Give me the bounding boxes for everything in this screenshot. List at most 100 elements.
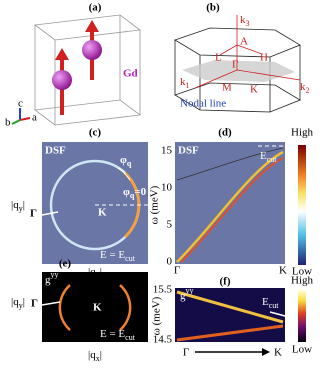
- label: K: [93, 302, 102, 314]
- label-part: g: [180, 290, 186, 302]
- label-part: E = E: [100, 249, 125, 261]
- label-part: yy: [186, 286, 194, 295]
- label-part: |: [100, 349, 102, 361]
- label-part: x: [96, 271, 100, 280]
- y-tick-label: 10: [161, 182, 173, 194]
- brillouin-zone: [174, 15, 301, 113]
- label: M: [222, 82, 232, 94]
- label-part: k: [240, 14, 246, 26]
- g-ring: [58, 284, 71, 331]
- label: b: [5, 117, 11, 129]
- label: |qy|: [11, 199, 25, 214]
- cut-arrow: [269, 311, 301, 321]
- label: Gd: [123, 68, 138, 80]
- label: gyy: [180, 286, 194, 301]
- panel-label: (d): [218, 127, 232, 139]
- label: E = Ecut: [100, 328, 136, 343]
- band: [176, 324, 284, 342]
- label: A: [240, 36, 248, 48]
- label-part: q: [130, 191, 135, 200]
- label-part: E = E: [100, 328, 125, 340]
- label-part: q: [127, 159, 132, 168]
- dsf-map: [42, 142, 148, 264]
- label: |qx|: [88, 349, 102, 364]
- label-part: φ: [120, 154, 127, 166]
- label: k2: [300, 81, 310, 96]
- gamma-arrow: [41, 301, 61, 306]
- label: Ecut: [262, 296, 279, 311]
- axes-triad: [11, 108, 31, 125]
- label-part: |: [23, 199, 25, 211]
- label-part: E: [260, 150, 267, 162]
- label: φq=0: [123, 186, 147, 201]
- label: L: [215, 52, 222, 64]
- colorbar-label: Low: [292, 266, 312, 278]
- y-tick-label: 5: [167, 219, 173, 231]
- label-part: |q: [88, 349, 96, 361]
- label-part: cut: [269, 301, 280, 310]
- band: [176, 290, 284, 324]
- spins: [52, 20, 102, 115]
- label: ω (meV): [149, 185, 161, 224]
- colorbar: [298, 145, 306, 265]
- label: H: [260, 52, 268, 64]
- branch: [180, 157, 284, 263]
- x-tick-label: Γ: [183, 347, 189, 359]
- panel-label: (e): [59, 258, 72, 270]
- label-part: g: [45, 274, 51, 286]
- label: K: [250, 84, 258, 96]
- y-tick-label: 15: [161, 145, 173, 157]
- label-part: E: [262, 296, 269, 308]
- y-tick-label: 14.5: [153, 334, 173, 346]
- label-part: 3: [246, 19, 250, 28]
- y-tick-label: 15.5: [153, 284, 173, 296]
- panel-label: (c): [89, 127, 102, 139]
- label-part: k: [180, 76, 186, 88]
- x-tick-label: K: [274, 347, 282, 359]
- phi-arc: [117, 167, 131, 181]
- panel-label: (f): [220, 276, 231, 288]
- panel-label: (b): [206, 2, 220, 14]
- label: ω (meV): [151, 296, 163, 335]
- label: Γ: [232, 59, 238, 71]
- label: φq: [120, 154, 132, 169]
- label-part: |q: [88, 266, 96, 278]
- label-part: cut: [125, 254, 136, 263]
- label-part: |: [100, 266, 102, 278]
- label: DSF: [178, 145, 199, 157]
- label-part: |q: [11, 296, 19, 308]
- branch: [176, 150, 284, 263]
- label-part: |q: [11, 199, 19, 211]
- label-part: k: [300, 81, 306, 93]
- label: Nodal line: [180, 98, 226, 110]
- label: Γ: [30, 208, 37, 220]
- colorbar-label: High: [291, 127, 314, 139]
- label: a: [32, 112, 37, 124]
- label-part: y: [19, 204, 23, 213]
- label: c: [18, 98, 23, 110]
- y-tick-label: 0: [167, 256, 173, 268]
- label: |qy|: [11, 296, 25, 311]
- g-ring: [119, 284, 132, 331]
- label: gyy: [45, 270, 59, 285]
- label: E = Ecut: [100, 249, 136, 264]
- panel-label: (a): [89, 2, 102, 14]
- label-part: y: [19, 301, 23, 310]
- label: DSF: [45, 145, 66, 157]
- label: k3: [240, 14, 250, 29]
- label: K: [98, 207, 107, 219]
- label-part: |: [23, 296, 25, 308]
- label-part: 2: [306, 86, 310, 95]
- label: Ecut: [260, 150, 277, 165]
- label-part: =0: [134, 186, 146, 198]
- label-part: yy: [51, 270, 59, 279]
- colorbar-label: Low: [292, 344, 312, 356]
- colorbar: [298, 290, 306, 342]
- label-part: 1: [186, 81, 190, 90]
- label: Γ: [31, 298, 38, 310]
- label: |qx|: [88, 266, 102, 281]
- colorbar-label: High: [291, 275, 314, 287]
- x-tick-label: K: [279, 265, 287, 277]
